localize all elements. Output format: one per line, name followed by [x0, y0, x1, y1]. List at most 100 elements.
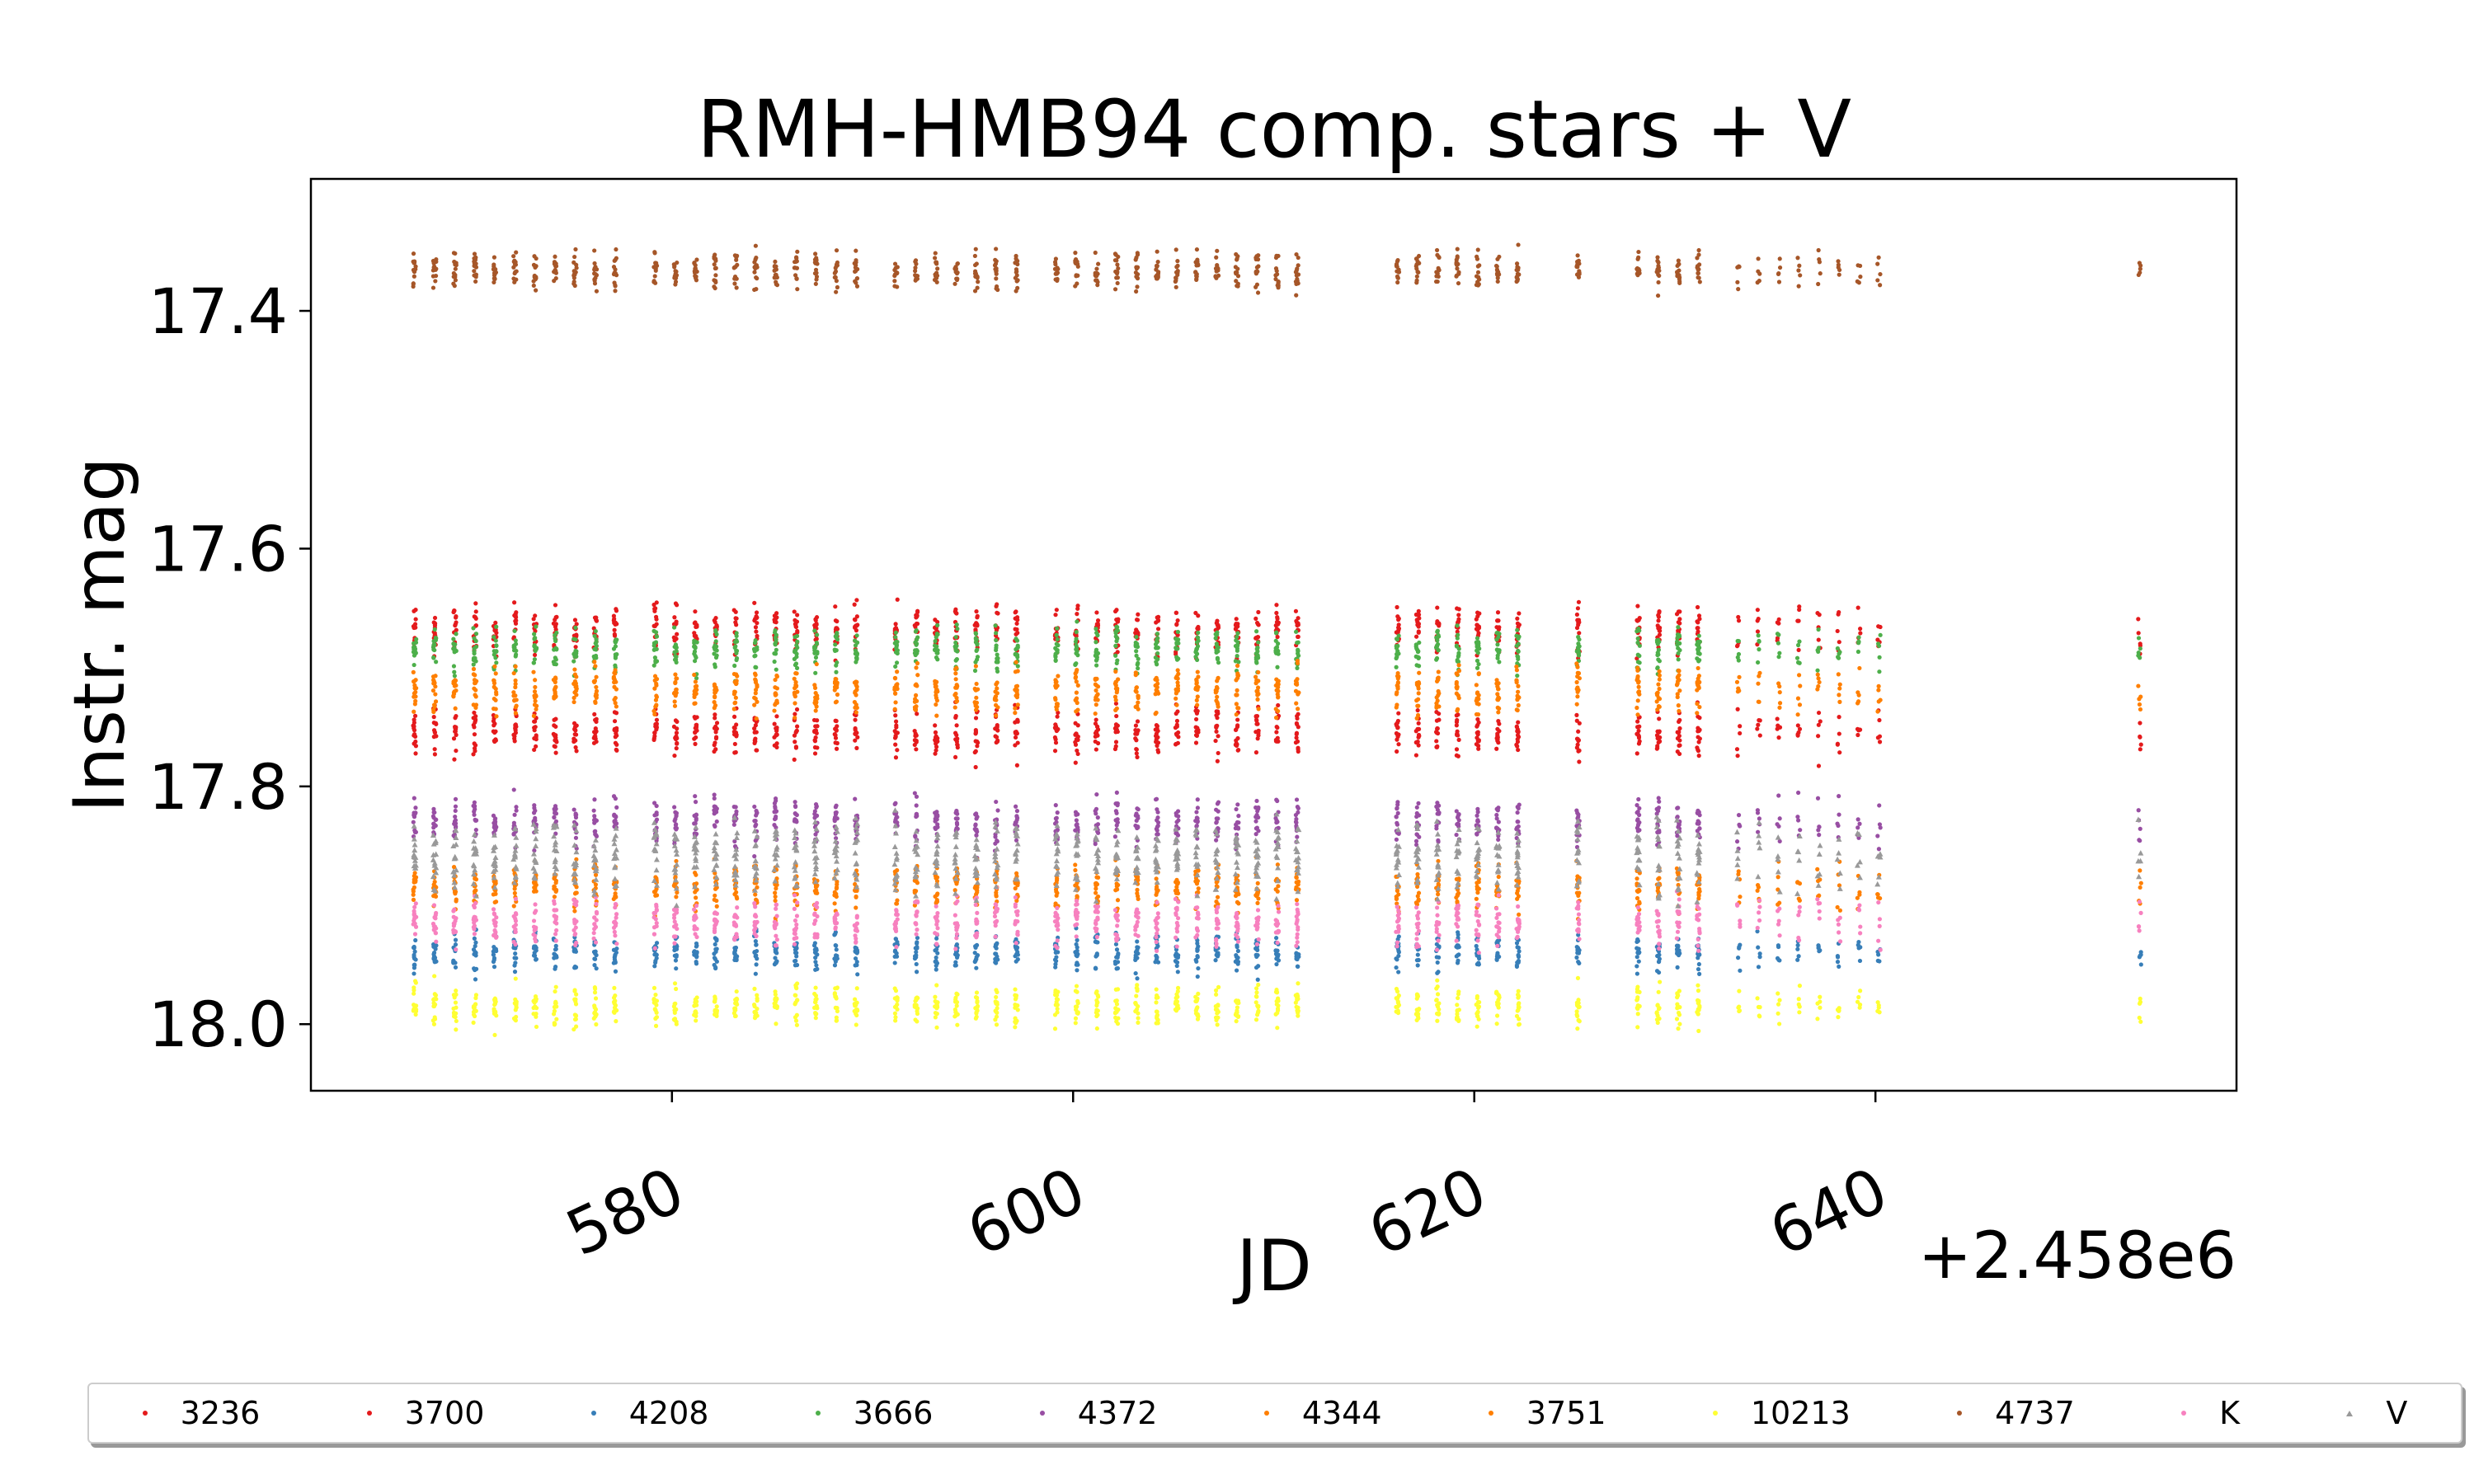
- point-3666: [1235, 654, 1239, 659]
- point-3700: [1696, 740, 1701, 744]
- point-3236: [995, 611, 1000, 616]
- point-4208: [534, 957, 539, 962]
- point-3236: [854, 598, 859, 603]
- point-3666: [1273, 631, 1279, 636]
- point-4372: [674, 827, 679, 832]
- point-4208: [1115, 965, 1121, 971]
- point-4344: [894, 901, 899, 906]
- point-3666: [1394, 636, 1399, 641]
- point-3700: [1114, 713, 1119, 719]
- point-4208: [1074, 962, 1079, 967]
- point-3236: [473, 601, 478, 606]
- point-3700: [832, 732, 837, 737]
- point-3666: [994, 637, 999, 643]
- point-3666: [1695, 642, 1700, 647]
- point-3751: [594, 674, 599, 679]
- point-3666: [1475, 665, 1480, 670]
- point-3700: [1576, 738, 1581, 744]
- point-4344: [454, 899, 459, 904]
- point-4372: [1396, 831, 1401, 836]
- point-4372: [1516, 819, 1521, 824]
- point-4372: [1275, 798, 1280, 804]
- point-4372: [933, 816, 938, 821]
- point-4372: [714, 819, 719, 824]
- point-3236: [975, 613, 980, 618]
- point-3666: [1455, 623, 1460, 628]
- point-3700: [1395, 734, 1400, 740]
- point-3236: [513, 615, 519, 620]
- point-3700: [794, 707, 800, 712]
- point-3700: [513, 726, 518, 730]
- point-4372: [614, 814, 618, 819]
- point-3700: [1174, 741, 1178, 747]
- point-3666: [1736, 651, 1742, 657]
- point-3751: [673, 693, 678, 698]
- point-4208: [491, 952, 496, 957]
- point-4372: [712, 792, 717, 797]
- point-4372: [753, 824, 758, 829]
- point-4208: [453, 965, 459, 970]
- point-3666: [2138, 646, 2142, 651]
- point-4208: [713, 949, 718, 954]
- point-4208: [834, 947, 839, 952]
- point-3751: [613, 701, 618, 706]
- point-4208: [613, 960, 618, 965]
- point-3236: [1413, 634, 1419, 639]
- point-3236: [1517, 611, 1522, 616]
- point-4372: [1777, 838, 1782, 844]
- point-3666: [953, 635, 958, 640]
- point-3666: [1294, 629, 1299, 634]
- point-3236: [1274, 603, 1279, 608]
- point-4372: [1155, 810, 1160, 815]
- point-3666: [1516, 649, 1521, 654]
- point-4344: [912, 888, 917, 894]
- point-3666: [794, 643, 799, 648]
- point-4372: [793, 804, 798, 810]
- point-3666: [1877, 655, 1882, 660]
- point-3666: [812, 628, 817, 633]
- point-4344: [832, 890, 837, 895]
- point-3666: [494, 660, 499, 665]
- point-3700: [612, 710, 618, 715]
- point-3236: [1075, 612, 1079, 617]
- point-4344: [1095, 875, 1101, 881]
- point-3666: [1655, 650, 1660, 655]
- point-3700: [651, 737, 656, 743]
- point-4208: [1736, 956, 1741, 960]
- point-4344: [1236, 901, 1241, 906]
- point-3666: [953, 658, 958, 663]
- point-3666: [713, 655, 719, 660]
- point-4344: [1815, 866, 1820, 871]
- point-3751: [513, 711, 518, 716]
- point-4344: [1115, 898, 1121, 903]
- point-3666: [1194, 640, 1200, 645]
- point-4208: [894, 954, 899, 959]
- point-3666: [2138, 655, 2142, 660]
- point-3700: [795, 724, 800, 729]
- point-3236: [572, 618, 578, 622]
- point-3700: [972, 749, 977, 755]
- point-3666: [913, 629, 919, 634]
- point-3700: [1697, 736, 1702, 741]
- point-3700: [1635, 719, 1640, 724]
- point-3700: [512, 734, 517, 739]
- point-4372: [511, 820, 516, 825]
- point-4372: [1115, 801, 1120, 806]
- point-4208: [1075, 937, 1079, 943]
- point-4372: [1176, 818, 1181, 823]
- point-4372: [974, 827, 979, 832]
- point-3700: [1456, 737, 1461, 742]
- point-3236: [454, 614, 459, 619]
- point-3236: [854, 614, 859, 619]
- point-3236: [1115, 619, 1121, 624]
- point-3700: [1696, 729, 1700, 734]
- point-3666: [733, 644, 738, 649]
- point-4344: [1294, 898, 1300, 903]
- point-4372: [1294, 797, 1300, 802]
- point-3700: [431, 735, 436, 740]
- point-3666: [1515, 673, 1520, 679]
- point-4208: [1396, 950, 1401, 955]
- point-3666: [1054, 632, 1059, 637]
- point-3666: [854, 633, 859, 638]
- point-3236: [1797, 604, 1802, 609]
